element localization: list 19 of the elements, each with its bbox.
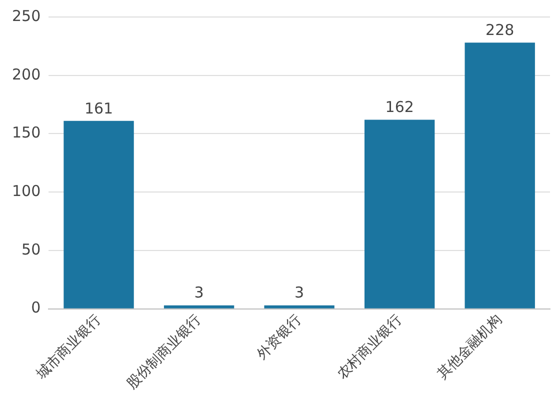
data-label: 162	[385, 98, 414, 116]
bar	[364, 120, 435, 308]
x-tick-label: 股份制商业银行	[124, 312, 204, 392]
y-tick-label: 250	[12, 6, 41, 25]
x-tick-label: 其他金融机构	[434, 312, 506, 383]
bar	[464, 42, 535, 308]
data-label: 3	[294, 284, 304, 302]
bar	[164, 305, 234, 308]
bar	[64, 120, 134, 308]
y-tick-label: 50	[22, 240, 41, 258]
x-tick-label: 农村商业银行	[334, 312, 405, 383]
y-tick-label: 200	[12, 65, 41, 84]
y-tick-label: 100	[12, 182, 41, 200]
data-label: 161	[84, 99, 114, 118]
data-label: 3	[194, 284, 204, 302]
data-label: 228	[486, 21, 514, 40]
bar	[264, 305, 334, 308]
y-tick-label: 150	[12, 124, 41, 142]
x-tick-label: 外资银行	[254, 312, 305, 363]
